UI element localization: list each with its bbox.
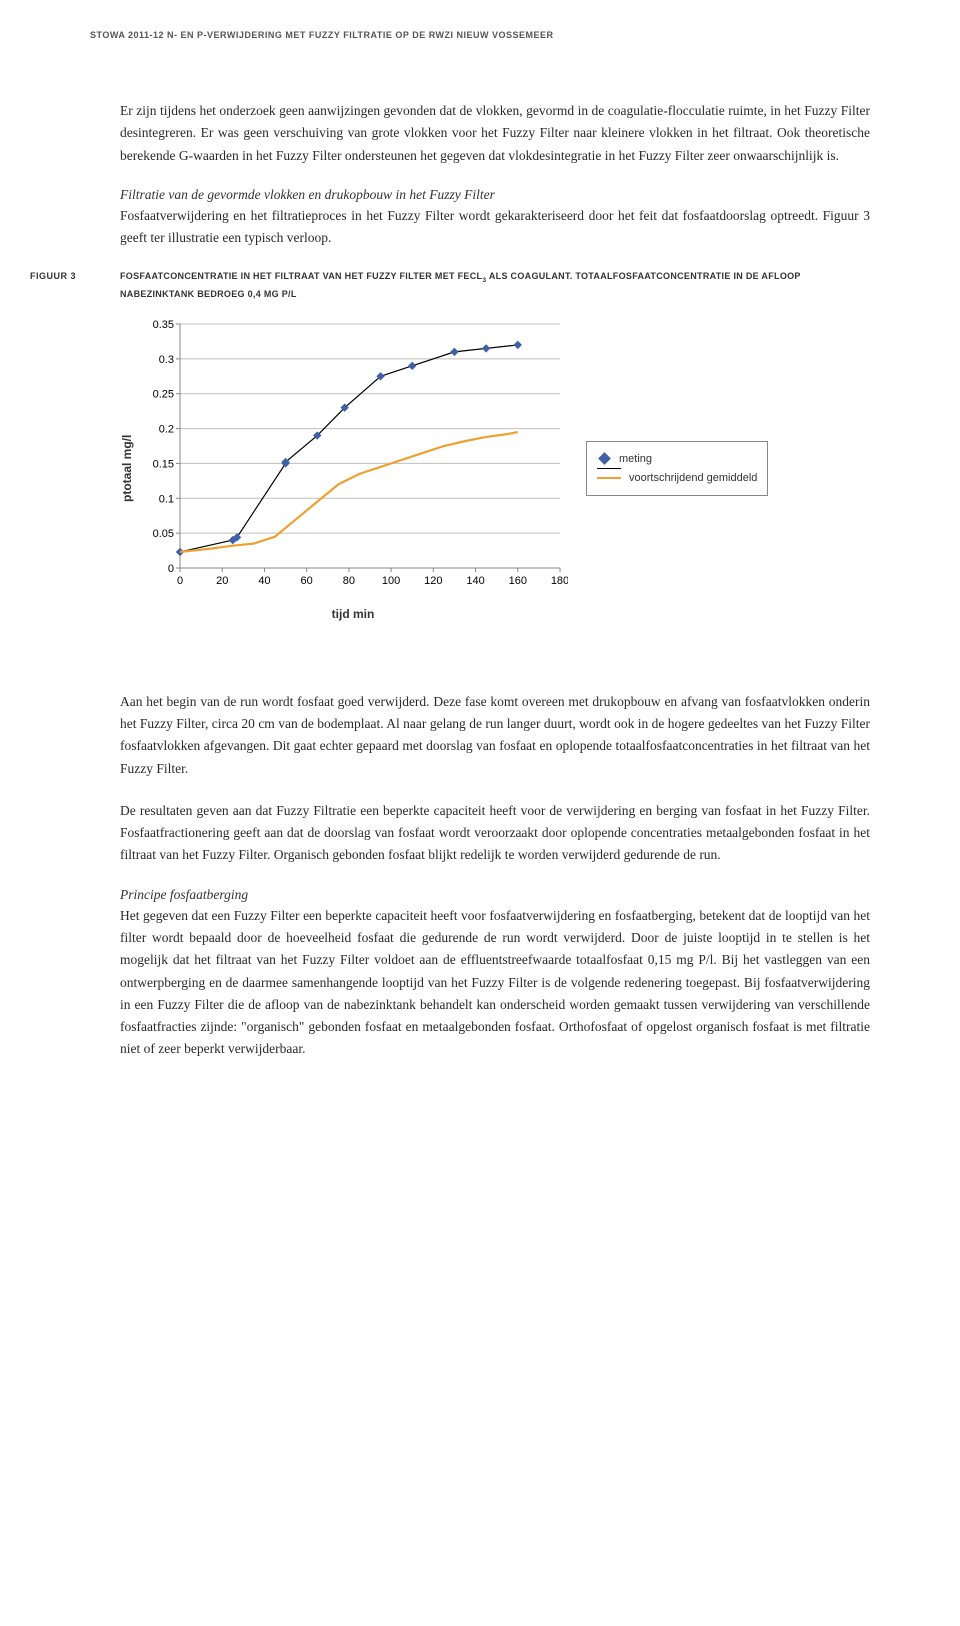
subheading-principe: Principe fosfaatberging	[120, 887, 870, 903]
paragraph-3: Aan het begin van de run wordt fosfaat g…	[120, 691, 870, 780]
svg-text:160: 160	[509, 575, 527, 587]
svg-text:40: 40	[258, 575, 270, 587]
svg-text:20: 20	[216, 575, 228, 587]
svg-text:120: 120	[424, 575, 442, 587]
svg-text:0.1: 0.1	[159, 493, 174, 505]
svg-text:60: 60	[301, 575, 313, 587]
y-axis-label: ptotaal mg/l	[120, 358, 134, 578]
legend-item-voortschrijdend: voortschrijdend gemiddeld	[597, 472, 757, 484]
svg-text:0.15: 0.15	[153, 458, 174, 470]
x-axis-label: tijd min	[138, 607, 568, 621]
svg-text:140: 140	[466, 575, 484, 587]
legend-item-meting: meting	[597, 453, 757, 465]
chart-svg: 0 0.05 0.1 0.15 0.2 0.25 0.3 0.35 0 20 40 60 80 100 12…	[138, 316, 568, 596]
line-icon	[597, 468, 621, 469]
svg-text:0.3: 0.3	[159, 354, 174, 366]
diamond-marker-icon	[598, 453, 611, 466]
line-icon	[597, 477, 621, 479]
svg-text:0.25: 0.25	[153, 389, 174, 401]
legend-label-meting: meting	[619, 453, 652, 465]
svg-text:0.35: 0.35	[153, 319, 174, 331]
figure-caption: FOSFAATCONCENTRATIE IN HET FILTRAAT VAN …	[120, 269, 870, 302]
paragraph-4: De resultaten geven aan dat Fuzzy Filtra…	[120, 800, 870, 867]
chart-legend: meting voortschrijdend gemiddeld	[586, 441, 768, 496]
svg-text:80: 80	[343, 575, 355, 587]
legend-label-voortschrijdend: voortschrijdend gemiddeld	[629, 472, 757, 484]
svg-text:0: 0	[168, 563, 174, 575]
svg-text:0: 0	[177, 575, 183, 587]
svg-text:0.2: 0.2	[159, 423, 174, 435]
paragraph-5: Het gegeven dat een Fuzzy Filter een bep…	[120, 905, 870, 1061]
figure-3-chart: ptotaal mg/l 00.050.10.150.20.250.30.350…	[120, 316, 870, 621]
paragraph-2: Fosfaatverwijdering en het filtratieproc…	[120, 205, 870, 250]
figure-label: FIGUUR 3	[30, 269, 120, 281]
svg-text:100: 100	[382, 575, 400, 587]
svg-text:180: 180	[551, 575, 568, 587]
page-header: STOWA 2011-12 N- EN P-VERWIJDERING MET F…	[90, 30, 870, 40]
paragraph-1: Er zijn tijdens het onderzoek geen aanwi…	[120, 100, 870, 167]
figure-caption-a: FOSFAATCONCENTRATIE IN HET FILTRAAT VAN …	[120, 271, 482, 281]
legend-item-line-black	[597, 468, 757, 469]
subheading-filtratie: Filtratie van de gevormde vlokken en dru…	[120, 187, 870, 203]
svg-text:0.05: 0.05	[153, 528, 174, 540]
